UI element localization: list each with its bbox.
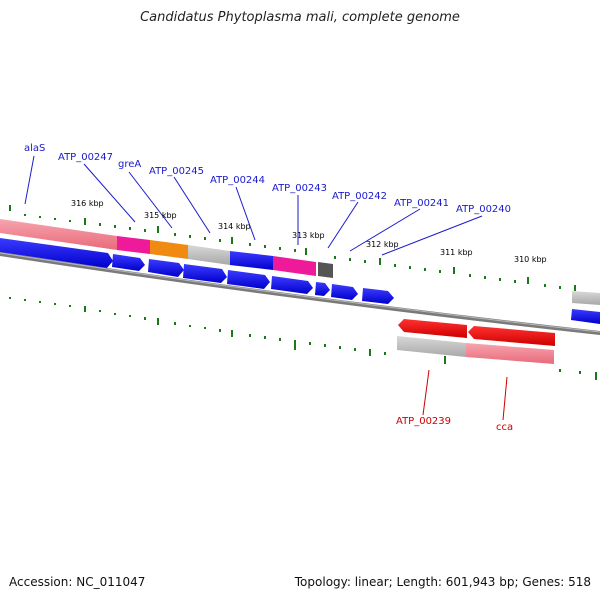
gene-label: ATP_00240 [456,204,511,215]
gene-label: ATP_00242 [332,191,387,202]
gene-arrow [183,264,227,283]
gene-label: alaS [24,143,45,154]
tick-label: 312 kbp [366,240,399,249]
gene-arrow [571,309,600,324]
gene-arrow [362,288,394,304]
feature-pink [466,343,554,364]
gene-arrow [315,282,330,296]
gene-arrow [468,326,555,346]
feature-pink [0,219,117,250]
feature-dark-gray [318,262,333,278]
feature-gray [397,336,466,357]
leader-line [24,155,35,205]
leader-line [327,201,359,249]
tick-label: 316 kbp [71,199,104,208]
genome-backbone [0,252,600,335]
gene-label: ATP_00243 [272,183,327,194]
gene-label: greA [118,159,141,170]
leader-line [502,376,508,421]
gene-arrow [227,270,270,289]
feature-blue [230,251,273,270]
genome-backbone-highlight [0,252,600,333]
upper-feature-track [0,219,333,278]
leader-line [83,163,136,223]
lower-tick-row [9,297,597,380]
leader-line [422,369,430,416]
gene-label: ATP_00247 [58,152,113,163]
gene-arrow [271,276,313,294]
feature-magenta [117,236,150,254]
feature-gray [188,245,230,265]
gene-label: ATP_00244 [210,175,265,186]
gene-label: ATP_00239 [396,416,451,427]
leader-line [128,171,173,229]
tick-label: 313 kbp [292,231,325,240]
gene-labels: alaS ATP_00247 greA ATP_00245 ATP_00244 … [24,143,513,433]
gene-arrow [0,238,113,268]
feature-orange [150,240,188,259]
page-title: Candidatus Phytoplasma mali, complete ge… [140,10,460,25]
genome-summary: Topology: linear; Length: 601,943 bp; Ge… [294,575,591,589]
reverse-arrows [398,319,555,346]
tick-labels: 316 kbp 315 kbp 314 kbp 313 kbp 312 kbp … [71,199,547,264]
gene-label: ATP_00245 [149,166,204,177]
forward-arrows [0,238,600,324]
leader-line [173,176,211,234]
leader-line [349,208,421,252]
gene-label: ATP_00241 [394,198,449,209]
label-leaders [24,155,508,421]
upper-tick-row [9,205,576,291]
feature-magenta-2 [273,256,316,276]
tick-label: 314 kbp [218,222,251,231]
tick-label: 315 kbp [144,211,177,220]
gene-arrow [398,319,467,338]
gene-arrow [148,259,184,277]
lower-feature-track [397,336,554,364]
gene-label: cca [496,422,513,433]
tick-label: 311 kbp [440,248,473,257]
gene-arrow [331,284,358,300]
leader-line [235,186,256,241]
gene-arrow [112,254,145,271]
tick-label: 310 kbp [514,255,547,264]
feature-gray-right [572,291,600,305]
leader-line [381,215,483,256]
accession-label: Accession: NC_011047 [9,575,146,589]
